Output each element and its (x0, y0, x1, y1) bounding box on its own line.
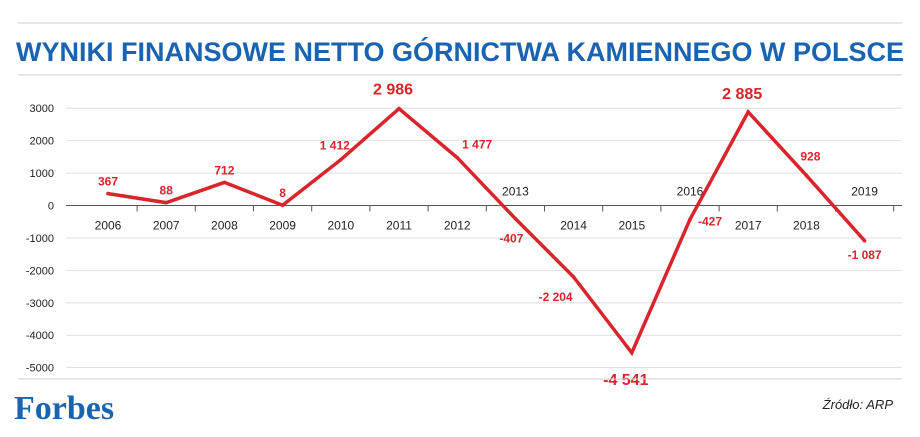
data-point (862, 238, 867, 243)
series-line (106, 106, 867, 357)
source-note: Źródło: ARP (822, 397, 894, 412)
data-label: 2 885 (722, 86, 762, 103)
data-point (513, 216, 518, 221)
chart-title: WYNIKI FINANSOWE NETTO GÓRNICTWA KAMIENN… (16, 36, 904, 67)
data-label: -427 (698, 214, 722, 228)
data-point (339, 157, 343, 162)
data-point (222, 180, 227, 185)
data-point (455, 155, 460, 160)
series-polyline (107, 106, 866, 357)
data-point (106, 191, 110, 196)
x-tick-label: 2016 (677, 185, 704, 199)
data-label: 8 (279, 186, 286, 200)
x-tick-label: 2014 (560, 219, 587, 233)
x-tick-label: 2007 (153, 219, 180, 233)
forbes-logo: Forbes (14, 390, 114, 427)
y-tick-label: 3000 (30, 103, 54, 115)
x-axis-ticks: 2006 2007 2008 2009 2010 2011 2012 2013 2014 2015… (95, 185, 879, 233)
data-label: -407 (499, 232, 523, 246)
data-point (571, 275, 576, 279)
x-tick-label: 2019 (851, 185, 878, 199)
data-point (397, 106, 401, 111)
y-tick-label: -4000 (26, 330, 54, 342)
x-tick-label: 2013 (502, 185, 529, 199)
x-tick-label: 2008 (211, 219, 238, 233)
grid-lines (66, 107, 902, 369)
data-label: 1 477 (462, 138, 492, 152)
x-tick-label: 2015 (618, 219, 645, 233)
x-tick-label: 2006 (95, 219, 122, 233)
data-label: 928 (800, 149, 820, 163)
data-label: 1 412 (320, 139, 350, 153)
data-point (746, 110, 750, 114)
data-label: 712 (214, 163, 234, 177)
y-tick-label: -2000 (26, 265, 54, 277)
data-label: -4 541 (603, 372, 648, 389)
y-tick-label: 0 (48, 201, 54, 213)
data-point (164, 200, 168, 205)
y-tick-label: -5000 (26, 363, 54, 375)
data-label: -2 204 (539, 290, 573, 304)
y-tick-label: 1000 (30, 168, 54, 180)
x-tick-label: 2009 (269, 219, 296, 233)
x-tick-label: 2011 (386, 219, 412, 233)
x-tick-label: 2018 (793, 219, 820, 233)
data-point (688, 217, 692, 222)
x-tick-label: 2012 (444, 219, 471, 233)
data-label: 88 (160, 184, 174, 198)
y-tick-label: -3000 (26, 298, 54, 310)
data-label: 2 986 (373, 82, 413, 99)
data-point (630, 350, 634, 355)
data-label: 367 (98, 175, 118, 189)
y-tick-label: -1000 (26, 233, 54, 245)
data-label: -1 087 (848, 248, 882, 262)
x-tick-label: 2010 (327, 219, 354, 233)
data-labels: 367 88 712 8 1 412 2 986 1 477 -407 -2 204 -4 541… (98, 82, 882, 389)
y-tick-label: 2000 (30, 136, 54, 148)
x-tick-label: 2017 (735, 219, 762, 233)
data-point (280, 203, 285, 208)
data-point (804, 173, 809, 178)
y-axis-ticks: 3000 2000 1000 0 -1000 -2000 -3000 -4000 -5000 (26, 103, 54, 374)
